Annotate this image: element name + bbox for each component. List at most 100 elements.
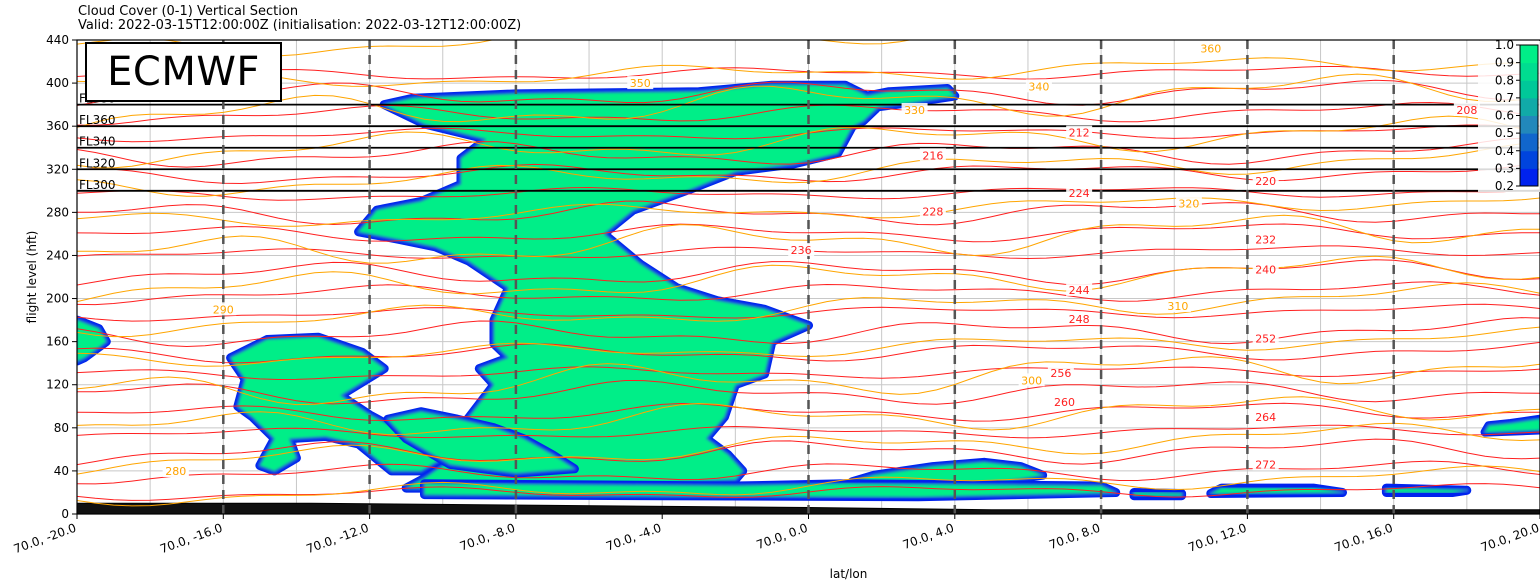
flight-level-label: FL300: [79, 178, 116, 192]
contour-label: 224: [1069, 187, 1090, 200]
contour-label: 208: [1456, 104, 1477, 117]
contour-label-bg: [1066, 312, 1093, 326]
x-tick-label: 70.0, 12.0: [1186, 521, 1248, 555]
cloud-core: [1485, 419, 1540, 433]
contour-label: 290: [213, 303, 234, 316]
y-tick-label: 160: [46, 335, 69, 349]
contour-label-bg: [919, 204, 946, 218]
contour-label: 232: [1255, 233, 1276, 246]
contour-label: 264: [1255, 411, 1276, 424]
contour-label-bg: [919, 148, 946, 162]
colorbar-segment: [1520, 150, 1538, 169]
contour-label-bg: [1025, 79, 1052, 93]
contour-label: 220: [1255, 175, 1276, 188]
y-tick-label: 40: [54, 464, 69, 478]
x-axis-label: lat/lon: [830, 567, 868, 581]
contour-label-bg: [210, 302, 237, 316]
contour-label: 320: [1178, 198, 1199, 211]
contour-label: 280: [165, 465, 186, 478]
colorbar-tick-label: 1.0: [1495, 38, 1514, 52]
contour-label-bg: [1164, 299, 1191, 313]
colorbar-tick-label: 0.7: [1495, 91, 1514, 105]
contour-label-bg: [1051, 394, 1078, 408]
contour-label-bg: [1252, 174, 1279, 188]
y-tick-label: 200: [46, 292, 69, 306]
contour-label-bg: [1252, 457, 1279, 471]
flight-level-label: FL360: [79, 113, 116, 127]
cloud-cover-field: [77, 80, 1540, 514]
colorbar-segment: [1520, 115, 1538, 134]
contour-label-bg: [162, 463, 189, 477]
contour-label-bg: [1175, 196, 1202, 210]
y-tick-label: 440: [46, 33, 69, 47]
chart-subtitle: Valid: 2022-03-15T12:00:00Z (initialisat…: [78, 18, 522, 33]
temperature-contour-line: [77, 259, 1540, 286]
colorbar-tick-label: 0.8: [1495, 73, 1514, 87]
contour-label-bg: [1453, 103, 1480, 117]
contour-label: 216: [922, 149, 943, 162]
contour-labels: 2682642722602562522482442402362322282242…: [162, 41, 1480, 478]
contour-label-bg: [627, 76, 654, 90]
contour-label: 340: [1028, 80, 1049, 93]
cloud-core: [358, 85, 955, 489]
x-tick-label: 70.0, -8.0: [458, 521, 517, 554]
theta-contour-line: [77, 282, 1540, 338]
theta-contour-line: [77, 40, 913, 57]
y-tick-label: 320: [46, 162, 69, 176]
x-tick-label: 70.0, 0.0: [755, 521, 810, 552]
colorbar-segment: [1520, 97, 1538, 116]
colorbar: 1.0 0.9 0.8 0.7 0.6 0.5 0.4 0.3 0.2: [1478, 38, 1540, 193]
contour-label-bg: [1252, 262, 1279, 276]
contour-label: 212: [1069, 127, 1090, 140]
contour-label-bg: [1066, 185, 1093, 199]
theta-contour-line: [77, 465, 1540, 507]
contour-label: 300: [1021, 374, 1042, 387]
chart-title: Cloud Cover (0-1) Vertical Section: [78, 4, 299, 19]
contour-label-bg: [1066, 282, 1093, 296]
y-tick-label: 400: [46, 76, 69, 90]
x-tick-label: 70.0, 16.0: [1333, 521, 1395, 555]
colorbar-tick-label: 0.5: [1495, 126, 1514, 140]
y-tick-label: 360: [46, 119, 69, 133]
y-tick-label: 240: [46, 248, 69, 262]
colorbar-segment: [1520, 45, 1538, 64]
colorbar-tick-label: 0.6: [1495, 109, 1514, 123]
y-tick-label: 0: [61, 507, 69, 521]
temperature-contour-line: [77, 402, 1540, 422]
colorbar-segment: [1520, 80, 1538, 99]
contour-label: 252: [1255, 332, 1276, 345]
cloud-core: [852, 462, 1043, 484]
contour-label-bg: [1066, 125, 1093, 139]
contour-label: 256: [1050, 367, 1071, 380]
flight-level-label: FL340: [79, 135, 116, 149]
contour-label-bg: [788, 243, 815, 257]
contour-label-bg: [1252, 410, 1279, 424]
contour-label-bg: [1047, 365, 1074, 379]
x-tick-label: 70.0, -4.0: [604, 521, 663, 554]
cloud-core: [1134, 492, 1182, 496]
contour-label: 310: [1167, 300, 1188, 313]
ecmwf-logo: ECMWF: [85, 42, 282, 102]
contour-label: 244: [1069, 284, 1090, 297]
colorbar-tick-label: 0.4: [1495, 144, 1514, 158]
colorbar-tick-label: 0.2: [1495, 179, 1514, 193]
contour-label-bg: [1197, 41, 1224, 55]
x-tick-label: 70.0, -16.0: [158, 521, 224, 557]
x-tick-label: 70.0, 8.0: [1047, 521, 1102, 552]
y-tick-label: 120: [46, 378, 69, 392]
colorbar-tick-label: 0.3: [1495, 161, 1514, 175]
y-tick-label: 80: [54, 421, 69, 435]
x-tick-label: 70.0, -12.0: [304, 521, 370, 557]
contour-label: 228: [922, 205, 943, 218]
contour-label: 248: [1069, 313, 1090, 326]
contour-label: 330: [904, 104, 925, 117]
x-tick-label: 70.0, 20.0: [1479, 521, 1540, 555]
temperature-contour-line: [77, 438, 1540, 466]
flight-level-lines: FL300FL320FL340FL360FL380: [77, 92, 1540, 192]
contour-label-bg: [901, 103, 928, 117]
colorbar-tick-label: 0.9: [1495, 56, 1514, 70]
y-tick-label: 280: [46, 205, 69, 219]
cloud-core: [1386, 488, 1467, 493]
waypoint-lines: [222, 40, 1395, 514]
